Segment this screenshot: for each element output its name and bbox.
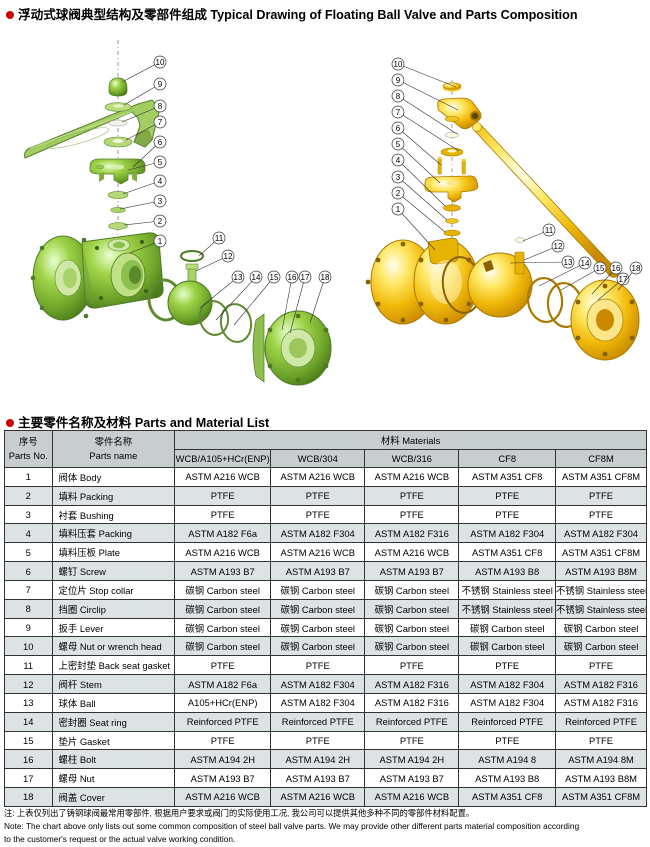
svg-text:4: 4	[396, 156, 401, 165]
svg-text:6: 6	[158, 138, 163, 147]
svg-text:10: 10	[156, 58, 165, 67]
svg-text:2: 2	[396, 189, 401, 198]
svg-text:15: 15	[596, 264, 605, 273]
svg-text:14: 14	[581, 259, 590, 268]
svg-text:9: 9	[396, 76, 401, 85]
svg-text:5: 5	[396, 140, 401, 149]
svg-text:18: 18	[632, 264, 641, 273]
svg-text:17: 17	[301, 273, 310, 282]
svg-text:5: 5	[158, 158, 163, 167]
svg-text:13: 13	[564, 258, 573, 267]
svg-text:8: 8	[158, 102, 163, 111]
svg-text:11: 11	[545, 226, 554, 235]
svg-text:3: 3	[396, 173, 401, 182]
svg-text:10: 10	[394, 60, 403, 69]
svg-text:4: 4	[158, 177, 163, 186]
svg-text:1: 1	[158, 237, 163, 246]
svg-text:12: 12	[554, 242, 563, 251]
svg-text:11: 11	[215, 234, 224, 243]
svg-text:15: 15	[270, 273, 279, 282]
svg-text:14: 14	[252, 273, 261, 282]
svg-text:2: 2	[158, 217, 163, 226]
svg-text:1: 1	[396, 205, 401, 214]
svg-text:12: 12	[224, 252, 233, 261]
svg-text:7: 7	[396, 108, 401, 117]
svg-text:3: 3	[158, 197, 163, 206]
svg-text:7: 7	[158, 118, 163, 127]
svg-text:16: 16	[288, 273, 297, 282]
svg-text:6: 6	[396, 124, 401, 133]
svg-text:8: 8	[396, 92, 401, 101]
svg-text:18: 18	[321, 273, 330, 282]
svg-text:9: 9	[158, 80, 163, 89]
svg-text:13: 13	[234, 273, 243, 282]
svg-text:16: 16	[612, 264, 621, 273]
